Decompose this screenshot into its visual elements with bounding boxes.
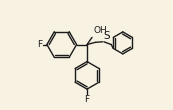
- Text: S: S: [104, 31, 110, 41]
- Text: F: F: [37, 40, 42, 49]
- Text: F: F: [84, 95, 90, 104]
- Text: OH: OH: [93, 26, 107, 35]
